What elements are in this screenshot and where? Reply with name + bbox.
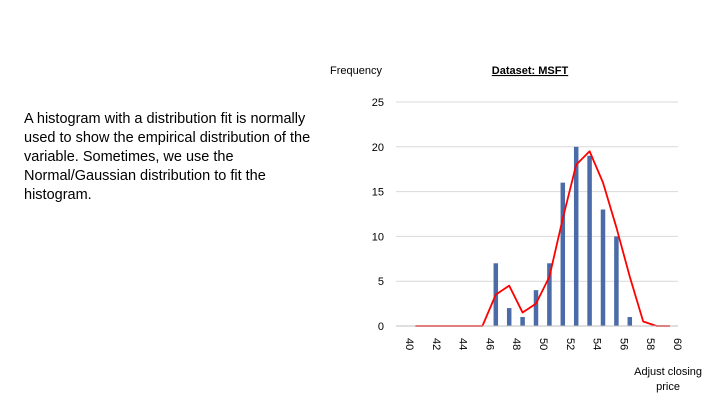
x-tick-label: 58 <box>644 338 656 350</box>
y-tick-label: 0 <box>378 321 384 333</box>
x-tick-label: 52 <box>564 338 576 350</box>
x-tick-label: 56 <box>617 338 629 350</box>
x-tick-label: 40 <box>403 338 415 350</box>
histogram-bar <box>560 182 566 326</box>
histogram-bar <box>533 290 539 326</box>
y-tick-label: 5 <box>378 276 384 288</box>
chart-title: Dataset: MSFT <box>492 65 569 77</box>
distribution-fit-line <box>415 150 670 327</box>
slide-body-text: A histogram with a distribution fit is n… <box>24 111 311 203</box>
y-tick-label: 25 <box>372 97 384 109</box>
x-tick-label: 50 <box>537 338 549 350</box>
y-tick-label: 15 <box>372 187 384 199</box>
histogram-bar <box>520 317 525 326</box>
y-tick-label: 20 <box>372 142 384 154</box>
y-axis-label: Frequency <box>330 65 382 77</box>
x-tick-label: 42 <box>430 338 442 350</box>
histogram-bar <box>587 155 592 326</box>
x-tick-label: 60 <box>671 338 683 350</box>
histogram-bar <box>600 209 606 326</box>
histogram-bar <box>573 146 579 326</box>
histogram-bar <box>506 308 512 326</box>
x-tick-label: 48 <box>510 338 522 350</box>
histogram-bar <box>547 263 552 326</box>
x-tick-label: 44 <box>457 338 469 350</box>
x-tick-label: 54 <box>591 338 603 350</box>
histogram-bar <box>627 317 633 326</box>
y-tick-label: 10 <box>372 231 384 243</box>
x-axis-label: Adjust closing price <box>634 366 702 393</box>
histogram-bar <box>614 236 619 326</box>
x-tick-label: 46 <box>483 338 495 350</box>
